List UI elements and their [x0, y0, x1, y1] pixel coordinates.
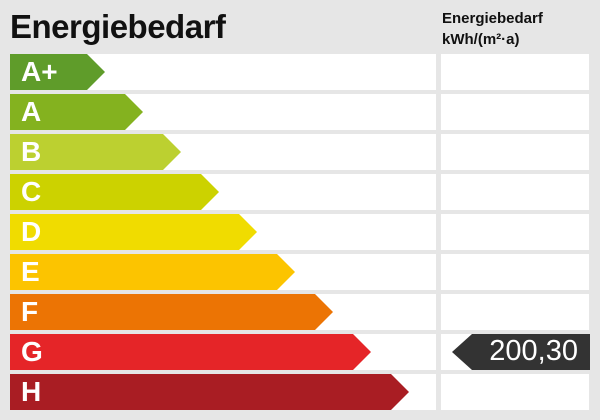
energy-class-label: D [21, 216, 42, 247]
energy-class-bar: G [10, 334, 371, 370]
value-cell [441, 254, 589, 290]
value-cell [441, 94, 589, 130]
energy-class-label: B [21, 136, 42, 167]
unit-label: Energiebedarf [442, 10, 543, 27]
energy-class-row: B [10, 134, 436, 170]
energy-class-row: D [10, 214, 436, 250]
energy-class-label: F [21, 296, 39, 327]
energy-class-label: A [21, 96, 42, 127]
value-cell [441, 294, 589, 330]
energy-class-label: A+ [21, 56, 58, 87]
energy-class-label: C [21, 176, 42, 207]
energy-class-label: H [21, 376, 42, 407]
value-cell [441, 54, 589, 90]
energy-class-bar: B [10, 134, 181, 170]
energy-class-row: F [10, 294, 436, 330]
energy-class-row: G [10, 334, 436, 370]
energy-class-bar: D [10, 214, 257, 250]
energy-class-label: G [21, 336, 43, 367]
value-cell [441, 134, 589, 170]
energy-class-bar: F [10, 294, 333, 330]
energy-class-bar: A [10, 94, 143, 130]
value-cell [441, 214, 589, 250]
value-indicator: 200,30 [452, 334, 590, 370]
indicator-value: 200,30 [489, 335, 578, 367]
energy-class-row: A [10, 94, 436, 130]
unit-header: Energiebedarf kWh/(m²·a) [442, 8, 543, 50]
energy-class-row: C [10, 174, 436, 210]
value-cell [441, 374, 589, 410]
energy-class-row: H [10, 374, 436, 410]
energy-class-bar: H [10, 374, 409, 410]
energy-class-row: E [10, 254, 436, 290]
value-cell [441, 174, 589, 210]
page-title: Energiebedarf [10, 8, 226, 45]
energy-class-label: E [21, 256, 40, 287]
energy-class-bar: A+ [10, 54, 105, 90]
energy-class-row: A+ [10, 54, 436, 90]
unit-value: kWh/(m²·a) [442, 31, 520, 48]
energy-class-bar: C [10, 174, 219, 210]
energy-class-bar: E [10, 254, 295, 290]
